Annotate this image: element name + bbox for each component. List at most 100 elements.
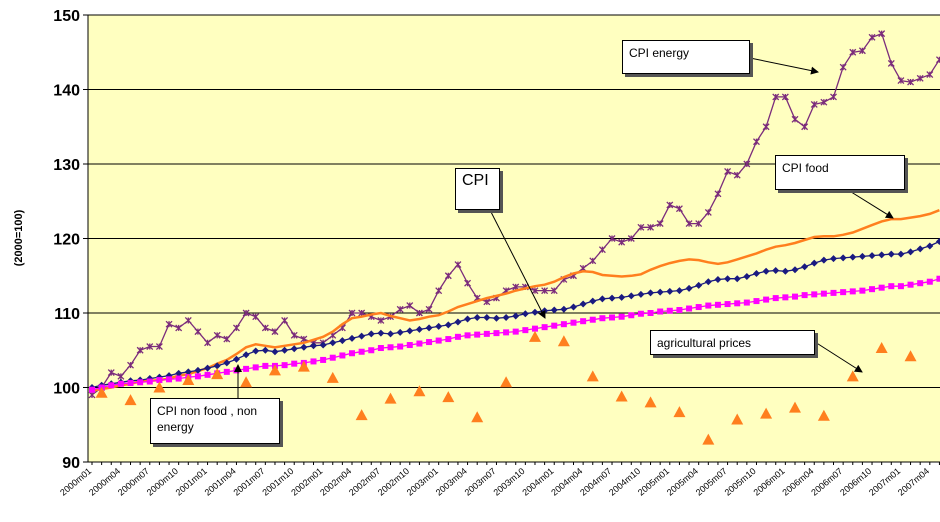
y-tick-label: 140 xyxy=(53,83,80,100)
x-tick-label: 2006m07 xyxy=(809,466,844,498)
x-tick-label: 2002m07 xyxy=(347,466,382,498)
marker xyxy=(528,330,541,342)
marker xyxy=(704,278,712,286)
callout-arrow xyxy=(814,341,863,373)
marker xyxy=(242,351,250,359)
marker xyxy=(184,316,192,324)
marker xyxy=(464,315,472,323)
x-tick-label: 2001m10 xyxy=(260,466,295,498)
marker xyxy=(483,313,491,321)
marker xyxy=(781,267,789,275)
marker xyxy=(367,330,375,338)
marker xyxy=(127,380,134,387)
marker xyxy=(579,300,587,308)
marker xyxy=(868,33,876,41)
marker xyxy=(840,289,847,296)
marker xyxy=(377,329,385,337)
y-tick-label: 90 xyxy=(62,455,80,472)
marker xyxy=(377,345,384,352)
marker xyxy=(618,293,626,301)
marker xyxy=(598,295,606,303)
marker xyxy=(223,368,230,375)
marker xyxy=(763,296,770,303)
marker xyxy=(935,237,940,245)
marker xyxy=(175,324,183,332)
marker xyxy=(675,287,683,295)
marker xyxy=(656,220,664,228)
marker xyxy=(473,313,481,321)
marker xyxy=(907,248,915,256)
marker xyxy=(397,343,404,350)
marker xyxy=(261,324,269,332)
x-tick-label: 2006m04 xyxy=(780,466,815,498)
callout-arrow xyxy=(489,209,546,319)
marker xyxy=(916,245,924,253)
marker xyxy=(368,347,375,354)
marker xyxy=(454,318,462,326)
marker xyxy=(155,343,163,350)
x-tick-label: 2000m07 xyxy=(116,466,151,498)
marker xyxy=(743,299,750,306)
x-tick-label: 2005m04 xyxy=(665,466,700,498)
marker xyxy=(695,304,702,311)
marker xyxy=(714,190,722,198)
marker xyxy=(657,308,664,315)
marker xyxy=(801,123,809,131)
marker xyxy=(907,78,915,86)
marker xyxy=(268,364,281,376)
x-tick-label: 2001m04 xyxy=(203,466,238,498)
marker xyxy=(444,321,452,329)
marker xyxy=(252,364,259,371)
marker xyxy=(310,358,317,365)
marker xyxy=(182,374,195,386)
marker xyxy=(731,413,744,425)
marker xyxy=(615,390,628,402)
marker xyxy=(846,370,859,382)
marker xyxy=(471,411,484,423)
marker xyxy=(820,290,827,297)
marker xyxy=(878,251,886,259)
x-tick-label: 2003m10 xyxy=(491,466,526,498)
marker xyxy=(570,303,577,311)
marker xyxy=(618,238,626,246)
marker xyxy=(887,59,895,67)
y-tick-label: 110 xyxy=(54,306,80,323)
marker xyxy=(733,275,741,283)
x-tick-label: 2004m04 xyxy=(549,466,584,498)
marker xyxy=(760,407,773,419)
marker xyxy=(666,201,674,209)
marker xyxy=(702,433,715,445)
marker xyxy=(878,284,885,291)
marker xyxy=(252,313,260,321)
marker xyxy=(907,281,914,288)
marker xyxy=(211,368,224,380)
callout-label: CPI energy xyxy=(622,40,750,74)
marker xyxy=(839,63,847,71)
marker xyxy=(384,392,397,404)
marker xyxy=(355,409,368,421)
marker xyxy=(637,290,645,298)
marker xyxy=(875,342,888,354)
marker xyxy=(916,74,924,82)
marker xyxy=(897,250,905,258)
marker xyxy=(320,356,327,363)
marker xyxy=(772,267,780,275)
marker xyxy=(319,341,327,349)
marker xyxy=(309,342,317,350)
marker xyxy=(416,340,423,347)
marker xyxy=(888,283,895,290)
marker xyxy=(204,364,212,372)
marker xyxy=(503,329,510,336)
marker xyxy=(570,319,577,326)
marker xyxy=(714,275,722,283)
marker xyxy=(194,328,202,336)
marker xyxy=(849,288,856,295)
marker xyxy=(608,235,616,242)
marker xyxy=(550,306,558,314)
callout-label: agricultural prices xyxy=(650,330,815,355)
marker xyxy=(541,324,548,331)
marker xyxy=(531,308,539,316)
marker xyxy=(830,255,838,263)
marker xyxy=(291,360,298,367)
marker xyxy=(107,369,115,377)
